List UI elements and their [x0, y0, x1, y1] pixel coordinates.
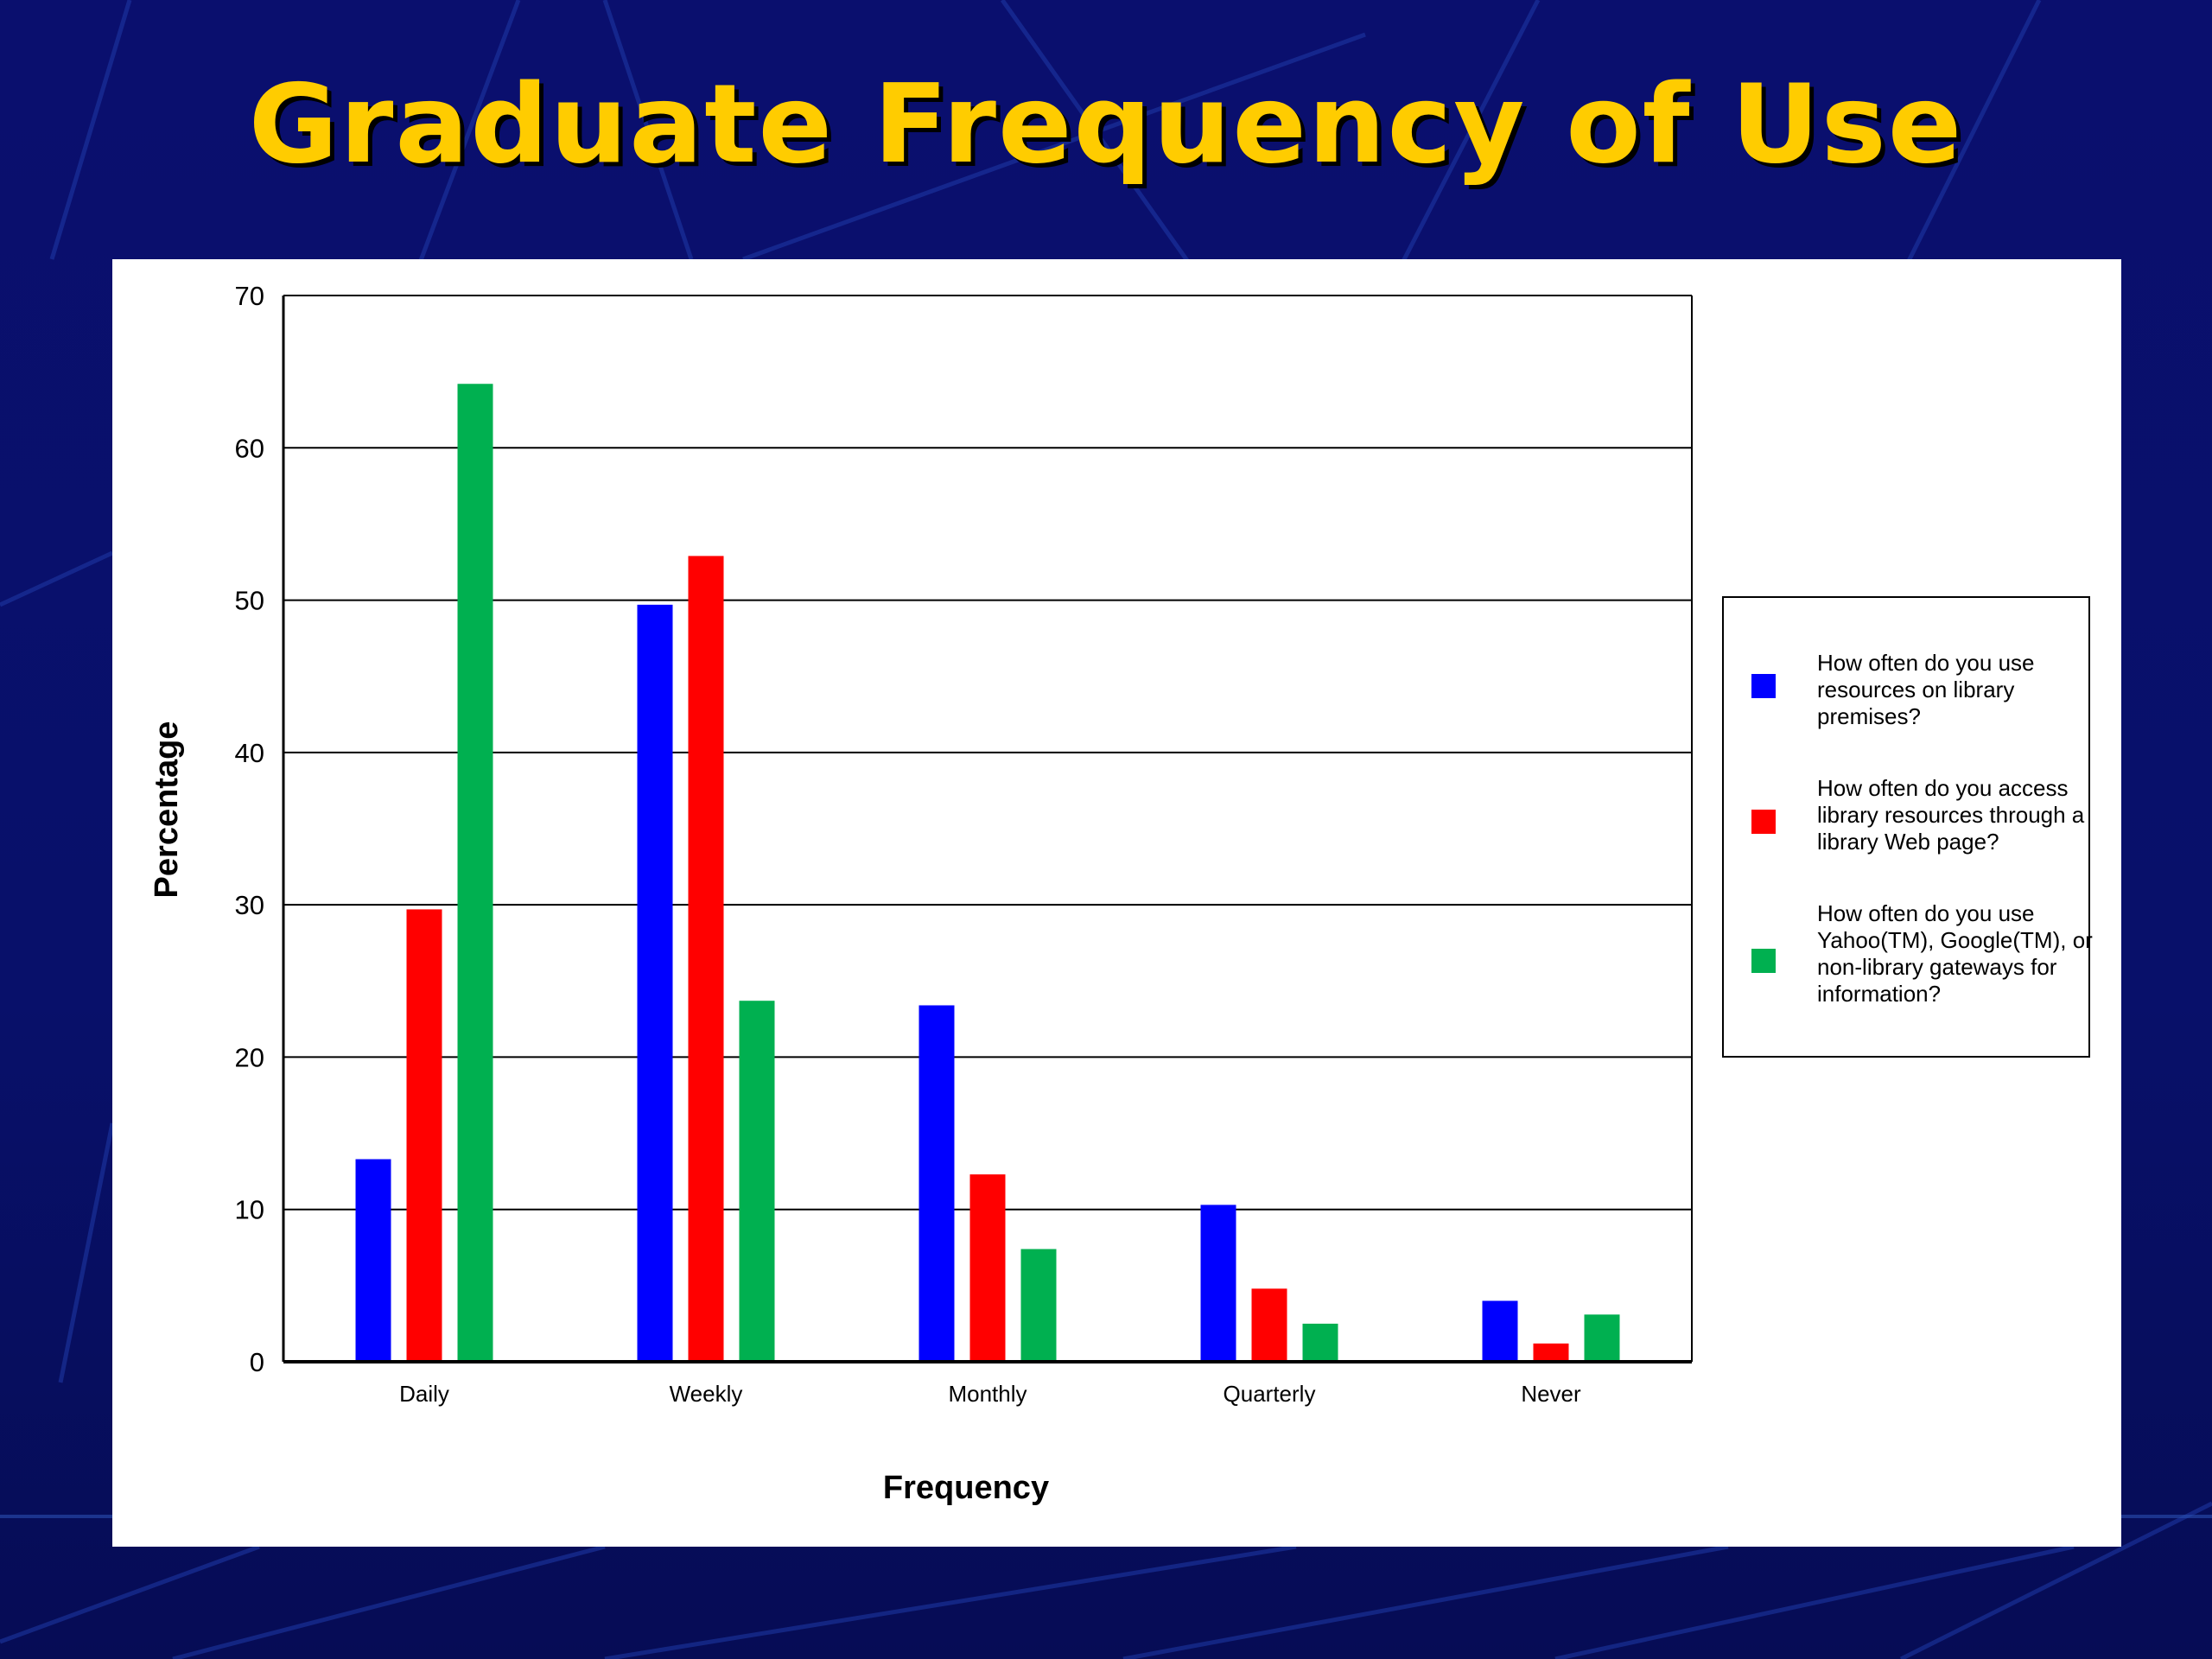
- legend-label: How often do you access library resource…: [1817, 775, 2085, 855]
- chart-legend: How often do you use resources on librar…: [1722, 596, 2093, 1058]
- x-tick-label: Quarterly: [1224, 1381, 1316, 1407]
- bar: [739, 1001, 775, 1362]
- bar: [1482, 1300, 1518, 1362]
- y-tick-label: 10: [235, 1195, 264, 1225]
- bar: [1020, 1249, 1057, 1362]
- y-tick-label: 70: [235, 281, 264, 311]
- bar: [457, 384, 493, 1362]
- bar: [688, 556, 724, 1362]
- bar-chart: 0 10 20 30 40 50 60 70 Daily Weekly Monthly Quarter…: [149, 281, 1693, 1506]
- bar: [1302, 1323, 1338, 1362]
- bar: [1200, 1205, 1236, 1362]
- y-tick-label: 50: [235, 586, 264, 616]
- x-tick-label: Monthly: [948, 1381, 1027, 1407]
- slide-title: Graduate Frequency of Use: [248, 60, 1964, 188]
- bar: [918, 1005, 955, 1362]
- legend-label: How often do you use resources on librar…: [1817, 650, 2035, 729]
- x-tick-label: Daily: [399, 1381, 449, 1407]
- x-tick-label: Never: [1521, 1381, 1581, 1407]
- legend-label: How often do you use Yahoo(TM), Google(T…: [1817, 900, 2093, 1007]
- bar: [1251, 1288, 1287, 1362]
- bar: [1584, 1314, 1620, 1362]
- x-axis-title: Frequency: [883, 1470, 1049, 1506]
- x-tick-label: Weekly: [670, 1381, 743, 1407]
- y-axis-title: Percentage: [149, 721, 185, 899]
- y-tick-label: 40: [235, 738, 264, 768]
- y-tick-label: 20: [235, 1042, 264, 1072]
- bar: [637, 604, 673, 1362]
- legend-swatch: [1751, 674, 1776, 698]
- bar: [406, 909, 442, 1362]
- bar: [1533, 1343, 1569, 1362]
- legend-swatch: [1751, 949, 1776, 973]
- bar: [969, 1174, 1006, 1362]
- y-tick-label: 0: [250, 1347, 264, 1377]
- y-tick-label: 30: [235, 890, 264, 920]
- y-tick-label: 60: [235, 433, 264, 463]
- legend-swatch: [1751, 810, 1776, 834]
- bar: [355, 1159, 391, 1362]
- chart-panel: 0 10 20 30 40 50 60 70 Daily Weekly Monthly Quarter…: [112, 259, 2121, 1547]
